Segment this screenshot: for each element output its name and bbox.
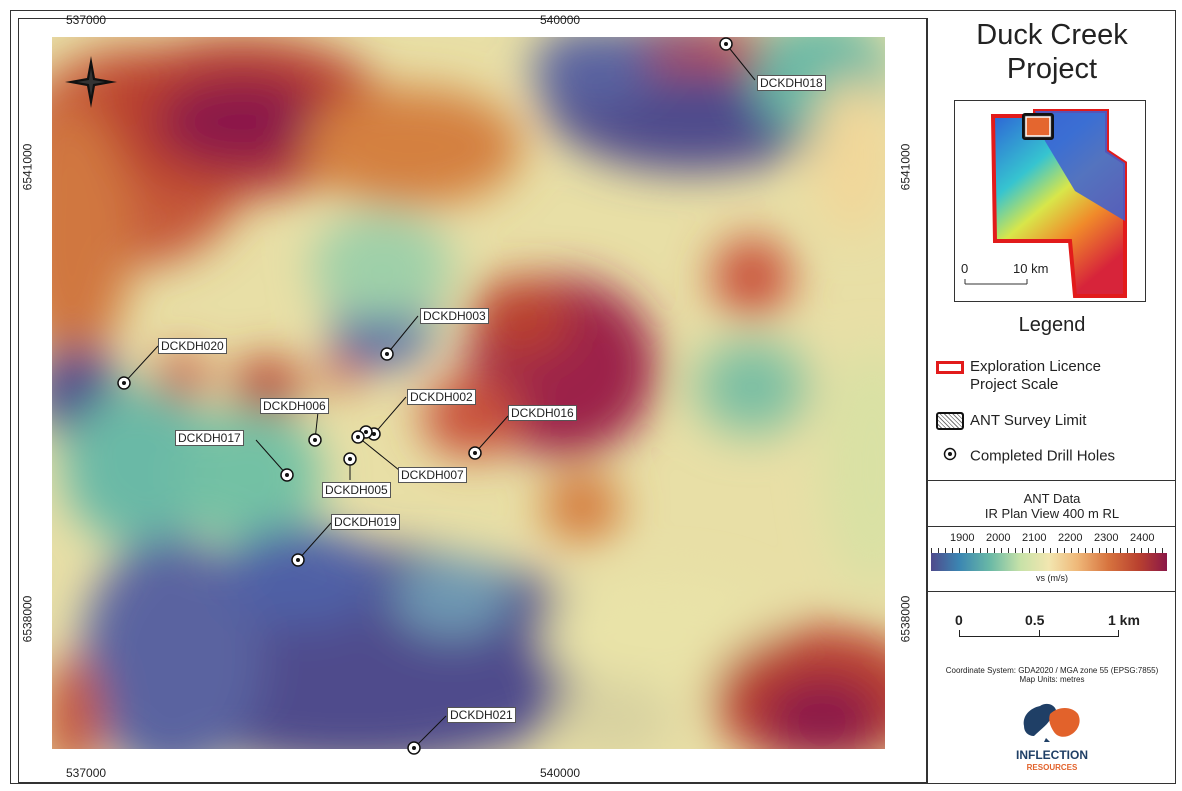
coord-bottom-537000: 537000 bbox=[66, 766, 107, 780]
legend-title: Legend bbox=[1018, 314, 1086, 336]
scale-label-0: 0 bbox=[955, 612, 963, 628]
legend-ant-limit-label: ANT Survey Limit bbox=[970, 412, 1087, 429]
legend-item-licence: Exploration Licence bbox=[936, 358, 1101, 376]
legend-item-ant-limit: ANT Survey Limit bbox=[936, 412, 1087, 431]
label-dckdh020[interactable]: DCKDH020 bbox=[158, 338, 227, 354]
logo-text-inflection: INFLECTION bbox=[1016, 748, 1088, 762]
label-dckdh018[interactable]: DCKDH018 bbox=[757, 75, 826, 91]
scale-label-1km: 1 km bbox=[1108, 612, 1140, 628]
project-title-line2: Project bbox=[1006, 53, 1098, 85]
coord-top-537000: 537000 bbox=[66, 13, 107, 27]
scale-tick-mid bbox=[1039, 630, 1040, 636]
drill-hole-icon bbox=[936, 447, 964, 466]
outer-frame bbox=[10, 10, 1176, 784]
legend-licence-line2: Project Scale bbox=[970, 376, 1059, 393]
label-dckdh019[interactable]: DCKDH019 bbox=[331, 514, 400, 530]
logo-text-resources: RESOURCES bbox=[1026, 763, 1078, 772]
legend-panel: Duck Creek Project 0 10 km Le bbox=[927, 18, 1176, 783]
licence-swatch-icon bbox=[936, 360, 964, 374]
project-title: Duck Creek Project bbox=[928, 18, 1176, 86]
map-units: Map Units: metres bbox=[1019, 675, 1085, 684]
inflection-logo-icon bbox=[1016, 696, 1086, 744]
coord-bottom-540000: 540000 bbox=[540, 766, 581, 780]
location-inset-map[interactable]: 0 10 km bbox=[954, 100, 1146, 302]
drill-hole-overlay bbox=[117, 37, 756, 755]
legend-licence-label: Exploration Licence bbox=[970, 358, 1101, 375]
legend-holes-label: Completed Drill Holes bbox=[970, 447, 1116, 465]
ant-data-subtitle: IR Plan View 400 m RL bbox=[984, 506, 1120, 521]
north-arrow-icon bbox=[65, 56, 117, 108]
label-dckdh002[interactable]: DCKDH002 bbox=[407, 389, 476, 405]
coordinate-system: Coordinate System: GDA2020 / MGA zone 55… bbox=[945, 666, 1159, 675]
label-dckdh007[interactable]: DCKDH007 bbox=[398, 467, 467, 483]
ant-limit-swatch-icon bbox=[936, 412, 964, 431]
divider-1 bbox=[928, 480, 1176, 481]
inset-map-graphic bbox=[964, 109, 1127, 298]
legend-item-holes: Completed Drill Holes bbox=[936, 447, 1115, 466]
label-dckdh005[interactable]: DCKDH005 bbox=[322, 482, 391, 498]
label-dckdh021[interactable]: DCKDH021 bbox=[447, 707, 516, 723]
inset-scale-label: 10 km bbox=[1013, 261, 1049, 276]
colorbar-gradient bbox=[931, 553, 1167, 571]
project-title-line1: Duck Creek bbox=[976, 19, 1128, 51]
scale-tick-right bbox=[1118, 630, 1119, 636]
divider-2 bbox=[928, 526, 1176, 527]
tick-2100: 2100 bbox=[1022, 532, 1047, 544]
label-dckdh017[interactable]: DCKDH017 bbox=[175, 430, 244, 446]
colorbar-ticks: 1900 2000 2100 2200 2300 2400 bbox=[928, 532, 1176, 548]
scale-bar: 0 0.5 1 km bbox=[928, 612, 1176, 642]
tick-2000: 2000 bbox=[986, 532, 1011, 544]
tick-2200: 2200 bbox=[1058, 532, 1083, 544]
tick-1900: 1900 bbox=[950, 532, 975, 544]
scale-label-half: 0.5 bbox=[1025, 612, 1045, 628]
drill-hole-markers bbox=[117, 37, 733, 755]
tick-2400: 2400 bbox=[1130, 532, 1155, 544]
coord-top-540000: 540000 bbox=[540, 13, 581, 27]
ant-data-title: ANT Data bbox=[1023, 491, 1081, 506]
divider-3 bbox=[928, 591, 1176, 592]
colorbar-minor-ticks bbox=[931, 548, 1167, 553]
scale-line bbox=[959, 636, 1119, 637]
label-dckdh003[interactable]: DCKDH003 bbox=[420, 308, 489, 324]
scale-tick-left bbox=[959, 630, 960, 636]
colorbar-unit: vs (m/s) bbox=[1036, 573, 1068, 583]
inset-scale-zero: 0 bbox=[961, 261, 969, 276]
label-dckdh016[interactable]: DCKDH016 bbox=[508, 405, 577, 421]
colorbar: 1900 2000 2100 2200 2300 2400 vs (m/s) bbox=[928, 532, 1176, 583]
tick-2300: 2300 bbox=[1094, 532, 1119, 544]
label-dckdh006[interactable]: DCKDH006 bbox=[260, 398, 329, 414]
